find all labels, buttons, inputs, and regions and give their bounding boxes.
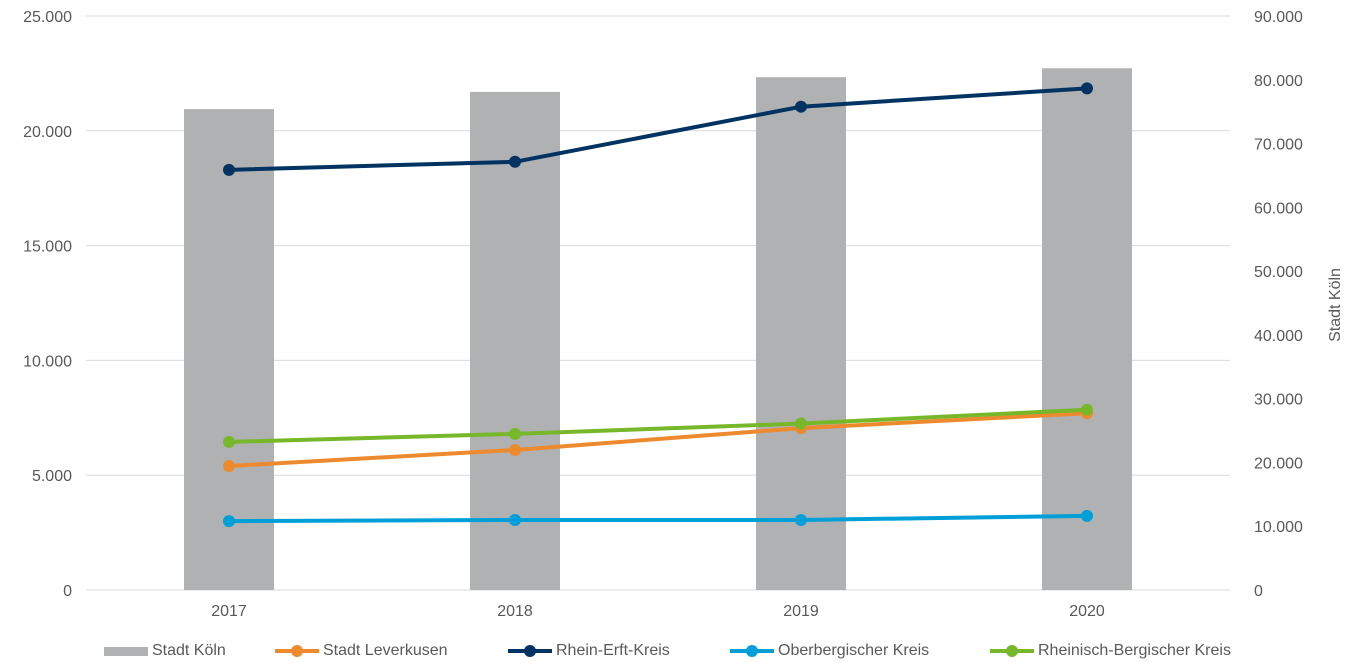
bar [1042,68,1132,590]
x-axis-tick-label: 2017 [211,603,247,620]
legend-label: Rhein-Erft-Kreis [556,642,670,659]
data-point [509,443,521,456]
left-axis-tick-label: 25.000 [23,9,72,26]
right-axis-tick-label: 60.000 [1254,200,1303,217]
legend-item: Rheinisch-Bergischer Kreis [990,640,1231,662]
right-axis-tick-label: 0 [1254,583,1263,600]
legend-swatch-marker [524,645,536,657]
data-point [509,155,521,168]
data-point [223,515,235,528]
data-point [1081,403,1093,416]
left-axis-tick-label: 20.000 [23,124,72,141]
series-line-rhein-erft-kreis [228,86,1088,172]
x-axis-tick-label: 2020 [1069,603,1105,620]
legend-bar-swatch [104,646,148,656]
right-axis-tick-label: 70.000 [1254,137,1303,154]
bar [470,91,560,590]
data-point [223,163,235,176]
gridlines [86,15,1230,591]
bar [756,77,846,590]
bar-series-group [184,68,1132,591]
legend-label: Rheinisch-Bergischer Kreis [1038,642,1231,659]
data-point [223,460,235,473]
legend-label: Stadt Leverkusen [323,642,448,659]
legend-line-swatch [730,645,774,657]
right-axis-tick-label: 30.000 [1254,392,1303,409]
right-axis-ticks: 0 10.000 20.000 30.000 40.000 50.000 60.000 70.… [1254,9,1303,600]
left-axis-tick-label: 0 [63,583,72,600]
legend-line-swatch [508,645,552,657]
right-axis-tick-label: 20.000 [1254,455,1303,472]
series-line-stadt-leverkusen [228,411,1088,469]
legend-swatch-marker [291,645,303,657]
x-axis-tick-label: 2019 [783,603,819,620]
left-axis-tick-label: 5.000 [32,468,72,485]
right-axis-title: Stadt Köln [1327,268,1344,342]
data-point [795,513,807,526]
x-axis-ticks: 2017 2018 2019 2020 [211,603,1105,620]
legend-item: Stadt Leverkusen [275,640,448,662]
series-line-oberbergischer-kreis [228,513,1088,524]
legend-item: Stadt Köln [104,640,226,662]
left-axis-tick-label: 15.000 [23,239,72,256]
legend-label: Oberbergischer Kreis [778,642,930,659]
data-point [223,435,235,448]
legend-swatch-marker [1006,645,1018,657]
legend-swatch-marker [746,645,758,657]
right-axis-tick-label: 10.000 [1254,519,1303,536]
legend-label: Stadt Köln [152,642,226,659]
series-line-rheinisch-bergischer-kreis [228,407,1088,444]
chart-legend: Stadt Köln Stadt Leverkusen Rhein-Erft-Kre… [0,640,1346,662]
legend-item: Rhein-Erft-Kreis [508,640,670,662]
data-point [1081,82,1093,95]
right-axis-tick-label: 50.000 [1254,264,1303,281]
right-axis-tick-label: 80.000 [1254,73,1303,90]
data-point [509,427,521,440]
legend-line-swatch [275,645,319,657]
legend-line-swatch [990,645,1034,657]
bar [184,109,274,591]
left-axis-tick-label: 10.000 [23,353,72,370]
data-point [1081,509,1093,522]
data-point [795,417,807,430]
right-axis-tick-label: 40.000 [1254,328,1303,345]
x-axis-tick-label: 2018 [497,603,533,620]
line-series-group [223,82,1093,528]
left-axis-ticks: 0 5.000 10.000 15.000 20.000 25.000 [23,9,72,600]
legend-item: Oberbergischer Kreis [730,640,929,662]
data-point [795,100,807,113]
data-point [509,513,521,526]
right-axis-tick-label: 90.000 [1254,9,1303,26]
